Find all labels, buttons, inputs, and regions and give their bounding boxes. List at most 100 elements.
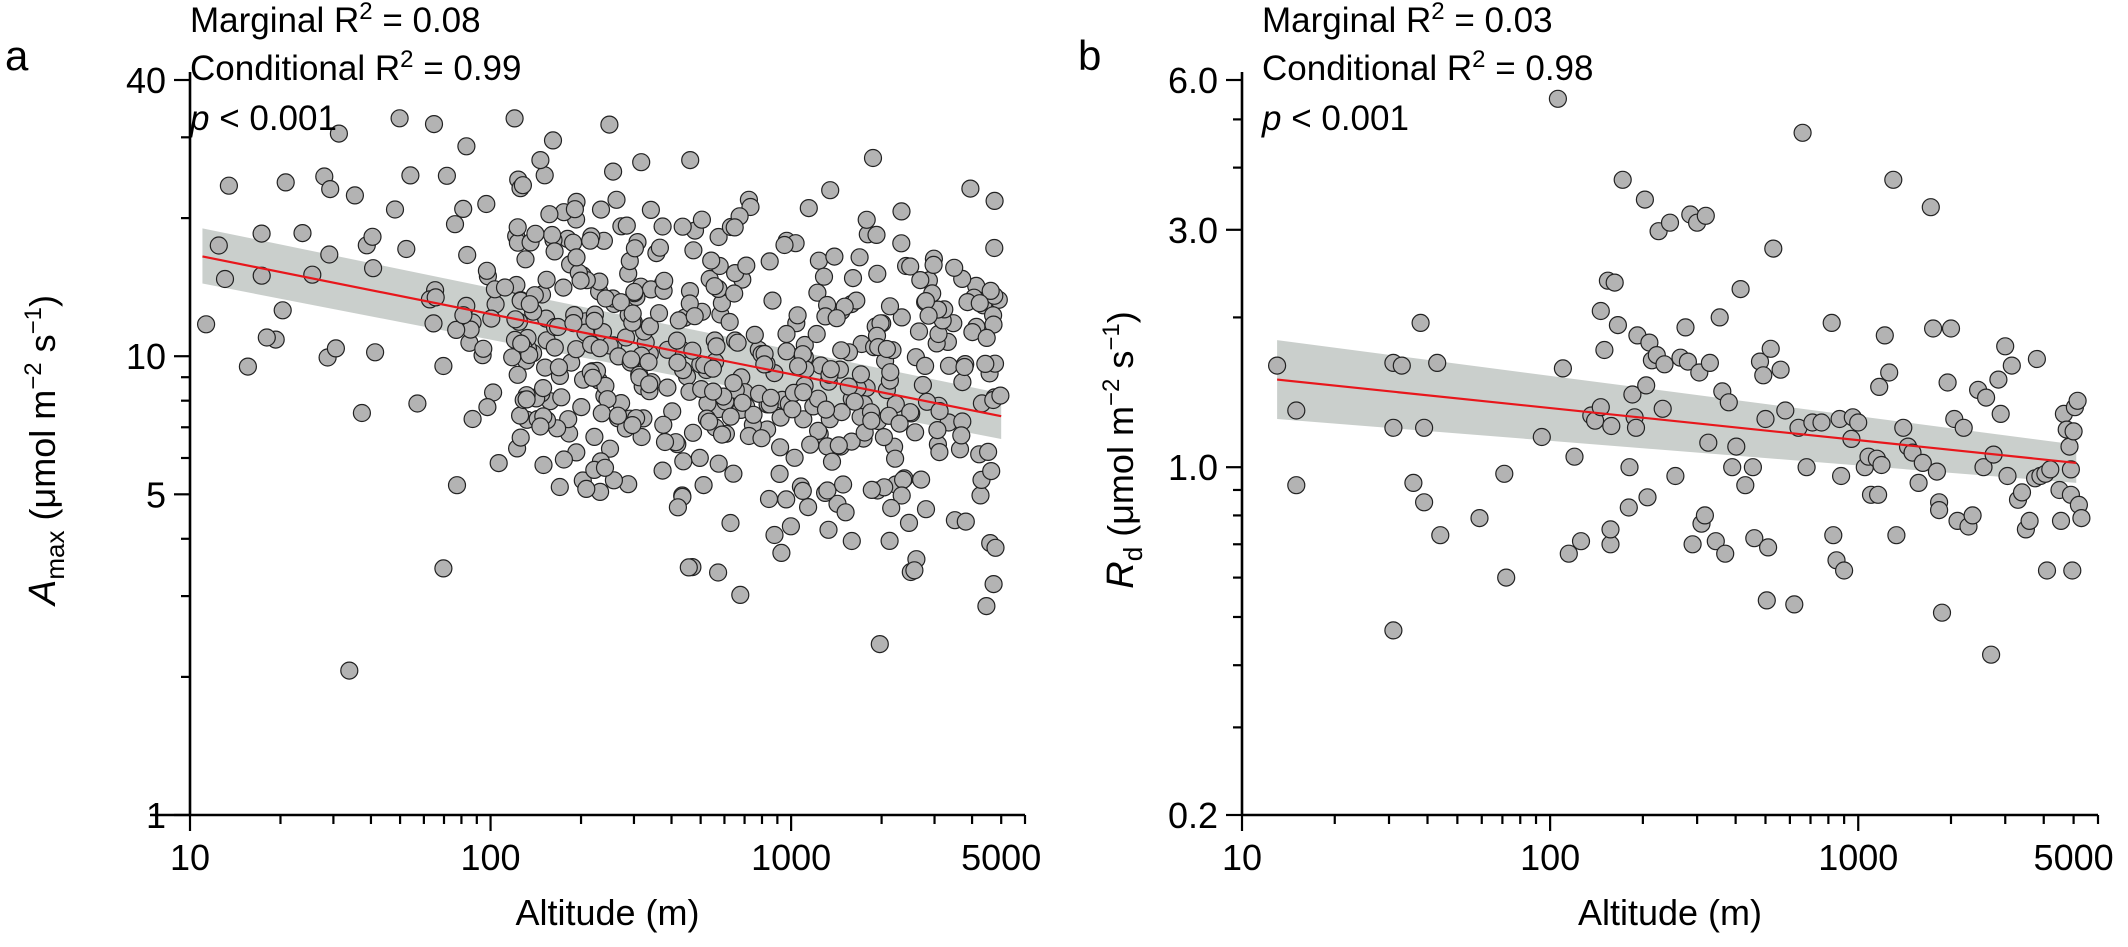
panel-b-point-72 <box>1743 458 1763 477</box>
panel-a-point-132 <box>683 423 703 442</box>
panel-a-point-258 <box>985 191 1004 210</box>
panel-a-marginal-suffix: = 0.08 <box>373 1 481 40</box>
panel-a-y-tick-label-2: 10 <box>126 336 166 377</box>
panel-a-point-547 <box>567 248 586 267</box>
panel-a-marginal-r2: Marginal R2 = 0.08 <box>190 0 481 40</box>
panel-b: 0.2 1.0 3.0 6.0 10 100 1000 5000 Altitude (m) Rd … <box>1078 0 2114 933</box>
panel-b-point-2 <box>1287 476 1306 495</box>
panel-a-point-352 <box>956 512 975 531</box>
panel-a-point-383 <box>991 386 1010 405</box>
panel-a-point-343 <box>798 498 818 517</box>
panel-a-point-476 <box>913 375 933 395</box>
panel-a-point-539 <box>655 271 674 290</box>
panel-a-x-tick-label-2: 1000 <box>751 837 831 878</box>
panel-b-point-140 <box>2020 511 2039 531</box>
panel-a-point-494 <box>703 359 723 378</box>
panel-a-conditional-sup: 2 <box>400 46 413 73</box>
panel-a-point-380 <box>563 233 583 252</box>
panel-a-point-164 <box>653 461 672 480</box>
panel-a-point-452 <box>489 454 508 473</box>
panel-a-point-83 <box>905 423 925 442</box>
panel-a-point-142 <box>550 477 569 497</box>
panel-b-x-tick-label-1: 100 <box>1520 837 1580 878</box>
panel-b-point-130 <box>1981 645 2001 664</box>
panel-b-point-83 <box>1785 595 1804 614</box>
panel-a-point-418 <box>851 365 871 384</box>
panel-b-point-52 <box>1676 318 1695 337</box>
panel-a-point-551 <box>821 181 840 200</box>
panel-a-point-489 <box>591 200 611 219</box>
panel-b-point-40 <box>1635 190 1655 209</box>
panel-a-point-412 <box>531 151 550 170</box>
panel-a-point-216 <box>777 342 796 361</box>
panel-b-point-8 <box>1411 313 1430 332</box>
panel-a-point-377 <box>535 166 554 185</box>
panel-a-point-425 <box>540 205 559 224</box>
panel-a-point-328 <box>437 166 456 185</box>
panel-a-p-text: < 0.001 <box>209 99 336 138</box>
panel-b-point-93 <box>1831 466 1851 486</box>
panel-a-point-449 <box>326 339 345 358</box>
panel-a-point-63 <box>785 448 804 467</box>
panel-b-point-81 <box>1771 360 1790 379</box>
panel-a-point-389 <box>534 455 553 475</box>
panel-b-point-129 <box>1976 388 1996 407</box>
panel-b-point-48 <box>1655 355 1674 374</box>
panel-a-point-467 <box>655 432 675 452</box>
panel-a-point-421 <box>273 301 292 320</box>
panel-a-point-501 <box>911 470 931 489</box>
panel-b-point-102 <box>1868 485 1888 504</box>
panel-a-point-526 <box>862 480 881 499</box>
panel-b-point-3 <box>1384 418 1403 437</box>
panel-a-point-472 <box>807 324 826 344</box>
panel-a-point-111 <box>641 200 661 219</box>
panel-a-point-516 <box>617 216 636 235</box>
panel-a-point-430 <box>985 238 1004 258</box>
panel-a-point-349 <box>219 176 238 195</box>
panel-a-y-title-exp1: −2 <box>20 362 47 389</box>
panel-b-p-text: < 0.001 <box>1281 99 1408 138</box>
panel-a-point-553 <box>827 309 846 328</box>
panel-b-y-axis-title: Rd (μmol m−2 s−1) <box>1098 311 1148 588</box>
panel-a-point-466 <box>585 427 604 446</box>
panel-b-point-30 <box>1602 416 1621 436</box>
panel-b-label: b <box>1078 32 1101 79</box>
panel-a-point-474 <box>761 388 781 407</box>
panel-b-point-97 <box>1849 413 1868 432</box>
panel-b-point-26 <box>1595 340 1614 360</box>
panel-b-point-148 <box>2051 511 2071 531</box>
panel-a-point-477 <box>252 224 271 243</box>
panel-b-point-0 <box>1267 356 1287 375</box>
panel-a-point-339 <box>511 428 530 447</box>
panel-a-point-519 <box>478 398 497 417</box>
panel-a-point-394 <box>880 297 900 316</box>
panel-b-point-55 <box>1683 535 1702 554</box>
panel-a-point-426 <box>474 339 493 358</box>
panel-a-point-100 <box>600 439 620 458</box>
panel-a-point-555 <box>725 284 744 303</box>
panel-a-point-347 <box>424 114 444 134</box>
panel-a-point-235 <box>364 259 383 278</box>
panel-a-y-tick-label-0: 1 <box>146 795 166 836</box>
panel-b-point-47 <box>1653 399 1672 418</box>
panel-b-point-86 <box>1797 458 1816 477</box>
panel-b-point-114 <box>1921 198 1940 217</box>
panel-a-point-376 <box>668 353 687 372</box>
panel-a-point-395 <box>503 348 522 367</box>
panel-a-point-90 <box>892 308 911 327</box>
panel-b-point-69 <box>1727 437 1746 456</box>
panel-a-point-157 <box>434 356 453 376</box>
panel-a-point-488 <box>945 258 964 277</box>
panel-b-point-61 <box>1699 433 1718 452</box>
panel-b-point-32 <box>1608 316 1628 335</box>
panel-b-point-135 <box>1998 466 2017 486</box>
panel-a-point-375 <box>752 429 771 448</box>
panel-a-point-208 <box>596 289 615 308</box>
panel-b-confidence-band <box>1277 340 2077 483</box>
panel-b-point-146 <box>2041 460 2060 479</box>
panel-b-point-21 <box>1571 532 1591 551</box>
panel-a-marginal-sup: 2 <box>359 0 372 25</box>
panel-a-point-146 <box>320 245 339 264</box>
panel-a-point-390 <box>592 404 611 423</box>
panel-b-point-1 <box>1287 401 1306 420</box>
